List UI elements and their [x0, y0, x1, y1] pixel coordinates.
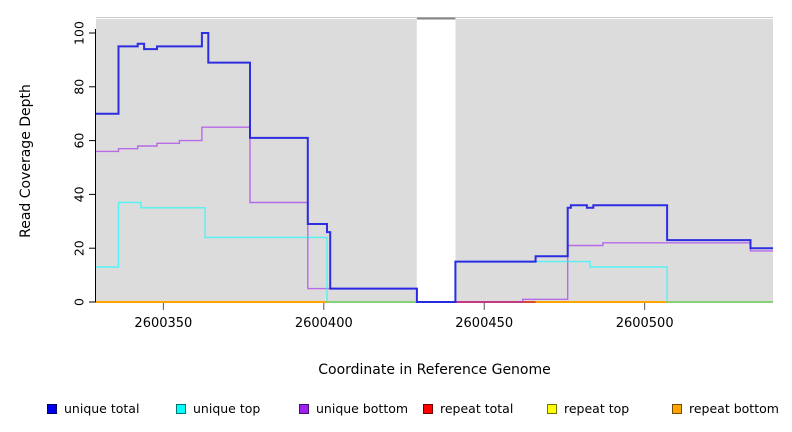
plot-panel-left	[96, 19, 417, 303]
y-tick-label: 40	[72, 186, 87, 202]
y-tick-label: 60	[72, 133, 87, 149]
legend-swatch-unique-total	[47, 404, 57, 414]
y-tick-label: 20	[72, 240, 87, 256]
legend-entry-repeat-total: repeat total	[423, 402, 513, 416]
plot-panel-right	[455, 19, 773, 303]
legend-entry-repeat-top: repeat top	[547, 402, 629, 416]
legend-entry-unique-total: unique total	[47, 402, 139, 416]
series-line-unique-top	[96, 201, 773, 303]
series-line-unique-total	[96, 32, 773, 303]
legend-label: unique total	[64, 401, 140, 416]
series-line-unique-bottom	[96, 126, 773, 303]
legend-label: repeat top	[564, 401, 630, 416]
legend-swatch-repeat-bottom	[672, 404, 682, 414]
x-axis-title: Coordinate in Reference Genome	[318, 362, 551, 378]
x-tick-label: 2600400	[295, 316, 353, 331]
alignment-gap-band	[416, 15, 456, 303]
chart-legend: unique total unique top unique bottom repea…	[0, 398, 792, 428]
legend-entry-unique-bottom: unique bottom	[299, 402, 408, 416]
y-tick-label: 80	[72, 79, 87, 95]
legend-label: unique top	[193, 401, 261, 416]
legend-swatch-unique-bottom	[299, 404, 309, 414]
x-tick-label: 2600450	[455, 316, 513, 331]
legend-swatch-unique-top	[176, 404, 186, 414]
legend-swatch-repeat-top	[547, 404, 557, 414]
y-tick-label: 100	[72, 21, 87, 45]
legend-label: repeat bottom	[689, 401, 779, 416]
legend-label: unique bottom	[316, 401, 409, 416]
legend-entry-repeat-bottom: repeat bottom	[672, 402, 779, 416]
x-tick-label: 2600350	[134, 316, 192, 331]
x-tick-label: 2600500	[616, 316, 674, 331]
legend-label: repeat total	[440, 401, 514, 416]
y-axis-title: Read Coverage Depth	[18, 84, 34, 238]
y-tick-label: 0	[72, 298, 87, 306]
legend-entry-unique-top: unique top	[176, 402, 260, 416]
legend-swatch-repeat-total	[423, 404, 433, 414]
